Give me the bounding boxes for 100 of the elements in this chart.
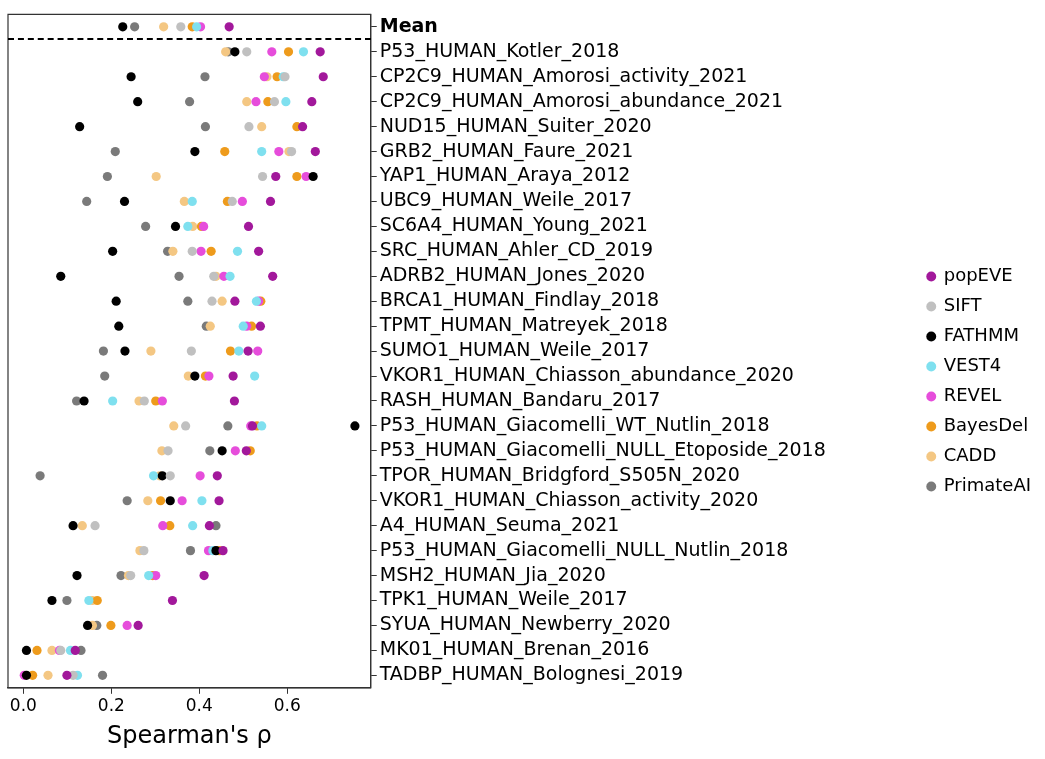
y-tick-label: NUD15_HUMAN_Suiter_2020 [379, 113, 652, 137]
point [133, 97, 143, 107]
y-tick-label: TPMT_HUMAN_Matreyek_2018 [378, 313, 668, 337]
point [207, 296, 217, 306]
point [97, 670, 108, 680]
point [274, 146, 284, 157]
point [257, 421, 267, 431]
point [281, 97, 291, 107]
point [230, 47, 240, 57]
point [192, 22, 202, 32]
point [82, 620, 93, 631]
point [169, 421, 179, 431]
point [181, 421, 191, 431]
point [310, 146, 320, 157]
point [122, 620, 132, 631]
point [187, 246, 197, 256]
point [251, 97, 261, 107]
point [225, 271, 235, 281]
point [257, 122, 267, 132]
point [56, 271, 66, 281]
point [77, 521, 87, 531]
y-tick-label: A4_HUMAN_Seuma_2021 [379, 512, 620, 536]
legend-label: SIFT [943, 294, 983, 316]
point [183, 221, 193, 231]
point [146, 346, 156, 356]
y-tick-label: CP2C9_HUMAN_Amorosi_abundance_2021 [379, 88, 784, 112]
point [174, 271, 184, 281]
point [237, 196, 247, 207]
point [257, 171, 268, 182]
point [214, 496, 224, 506]
point [165, 471, 175, 481]
point [177, 496, 187, 506]
point [265, 196, 276, 207]
y-tick-label: MSH2_HUMAN_Jia_2020 [379, 562, 606, 586]
point [168, 246, 178, 256]
point [141, 221, 151, 231]
point [255, 321, 265, 331]
point [151, 171, 161, 182]
point [204, 371, 214, 381]
point [205, 446, 215, 456]
legend-label: popEVE [943, 264, 1013, 286]
point [106, 620, 116, 631]
point [225, 346, 236, 356]
x-tick-label: 0.6 [273, 695, 301, 716]
point [308, 171, 318, 182]
legend-label: VEST4 [943, 354, 1002, 376]
point [82, 196, 92, 207]
point [188, 521, 198, 531]
point [185, 546, 196, 556]
point [126, 72, 136, 82]
y-tick-label: TPK1_HUMAN_Weile_2017 [378, 587, 628, 611]
point [199, 570, 209, 581]
point [158, 521, 168, 531]
point [176, 22, 186, 32]
point [229, 396, 240, 406]
point [120, 346, 130, 356]
point [230, 446, 240, 456]
y-tick-label: UBC9_HUMAN_Weile_2017 [379, 188, 632, 212]
point [139, 546, 149, 556]
point [108, 246, 118, 256]
legend-label: BayesDel [943, 414, 1029, 436]
y-tick-label: Mean [379, 13, 438, 36]
point [68, 521, 78, 531]
y-tick-label: SYUA_HUMAN_Newberry_2020 [379, 612, 671, 636]
legend-label: PrimateAI [943, 474, 1032, 496]
point [70, 645, 80, 655]
point [197, 496, 207, 506]
point [200, 72, 210, 82]
point [254, 246, 264, 256]
point [186, 346, 196, 356]
point [43, 670, 53, 680]
y-tick-label: TADBP_HUMAN_Bolognesi_2019 [378, 662, 684, 686]
y-tick-label: ADRB2_HUMAN_Jones_2020 [379, 263, 646, 287]
point [144, 570, 154, 581]
point [244, 122, 254, 132]
point [243, 221, 254, 231]
point [268, 271, 278, 281]
y-tick-label: CP2C9_HUMAN_Amorosi_activity_2021 [379, 63, 748, 87]
point [170, 221, 181, 231]
y-tick-label: VKOR1_HUMAN_Chiasson_activity_2020 [379, 487, 759, 511]
point [350, 421, 360, 431]
point [111, 296, 121, 306]
point [114, 321, 124, 331]
point [243, 346, 253, 356]
point [139, 396, 149, 406]
point [212, 471, 222, 481]
y-tick-label: YAP1_HUMAN_Araya_2012 [378, 163, 631, 187]
point [183, 296, 193, 306]
y-tick-label: P53_HUMAN_Giacomelli_NULL_Nutlin_2018 [379, 537, 789, 561]
y-tick-label: P53_HUMAN_Giacomelli_NULL_Etoposide_2018 [379, 437, 826, 461]
point [230, 296, 240, 306]
x-axis-title: Spearman's ρ [107, 720, 272, 749]
point [184, 97, 195, 107]
point [62, 595, 72, 606]
point [72, 570, 82, 581]
point [297, 122, 308, 132]
point [190, 146, 200, 157]
legend-label: CADD [943, 444, 997, 466]
point [143, 496, 153, 506]
point [165, 496, 175, 506]
